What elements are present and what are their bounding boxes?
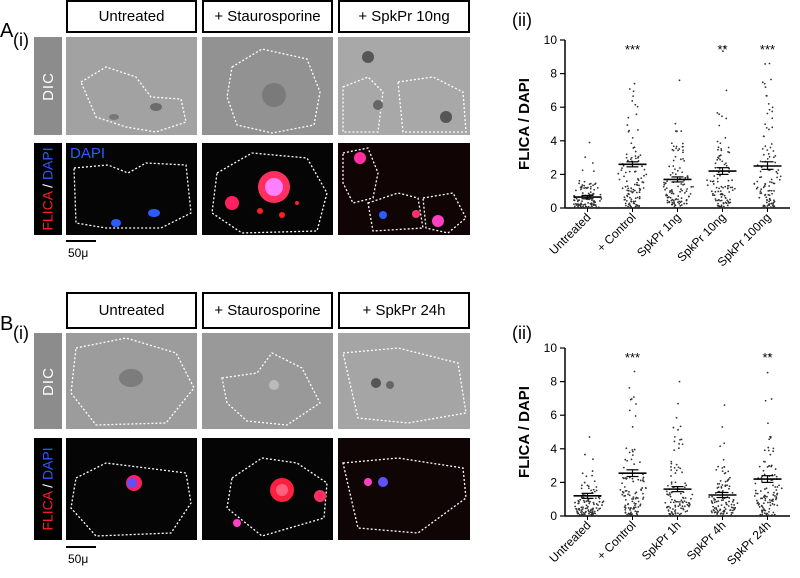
panel-a-condition-3: + SpkPr 10ng (338, 0, 470, 33)
chart-a-ytick-label-5: 10 (544, 33, 558, 47)
panel-a-scale-label: 50μ (68, 246, 89, 260)
chart-b-xtick-label-4: SpkPr 24h (724, 518, 774, 568)
panel-b-flica-image-untreated (66, 438, 197, 540)
panel-a-letter: A (0, 20, 14, 42)
chart-b-points-0 (574, 436, 605, 517)
panel-a-flica-text: FLICA (40, 191, 57, 231)
chart-b-ytick-label-5: 10 (544, 341, 558, 355)
chart-a-points-3 (706, 45, 736, 209)
panel-a-flica-image-staurosporine (202, 143, 333, 235)
panel-a-condition-1: Untreated (66, 0, 197, 33)
panel-a-dic-image-untreated (66, 37, 197, 135)
chart-a-significance-3: ** (717, 42, 727, 57)
chart-a-xtick-label-1: + Control (594, 210, 639, 255)
chart-b-significance-1: *** (625, 350, 640, 365)
chart-a-ytick-label-3: 6 (550, 100, 557, 114)
chart-b-xtick-label-2: SpkPr 1h (639, 518, 684, 563)
panel-a-dic-image-spkpr (338, 37, 470, 135)
chart-b-ytick-label-3: 6 (550, 408, 557, 422)
panel-b-dic-image-staurosporine (202, 333, 333, 429)
chart-a-ytick-label-1: 2 (550, 167, 557, 181)
chart-b-ytick-label-2: 4 (550, 442, 557, 456)
chart-b-xtick-label-0: Untreated (546, 518, 593, 565)
chart-a-ylabel: FLICA / DAPI (516, 78, 533, 170)
panel-b-condition-1: Untreated (66, 292, 197, 329)
chart-a-ytick-label-2: 4 (550, 134, 557, 148)
panel-b-dic-side-label: DIC (34, 333, 62, 429)
panel-b-condition-3: + SpkPr 24h (338, 292, 470, 329)
panel-b-dic-image-spkpr (338, 333, 470, 429)
panel-a-images-label: (i) (13, 30, 29, 50)
chart-b-points-1 (619, 370, 647, 517)
chart-b-xtick-label-3: SpkPr 4h (684, 518, 729, 563)
chart-a-points-1 (617, 82, 648, 209)
chart-b-ytick-label-4: 8 (550, 375, 557, 389)
panel-b-dic-text: DIC (39, 366, 57, 396)
panel-a-scale-bar (66, 240, 96, 242)
chart-a-xtick-label-0: Untreated (546, 210, 593, 257)
panel-a-slash-text: / (40, 180, 57, 192)
chart-a-ytick-label-0: 0 (550, 201, 557, 215)
chart-a-significance-1: *** (625, 42, 640, 57)
panel-b-flica-text: FLICA (40, 491, 57, 531)
panel-b-scale-label: 50μ (68, 552, 89, 566)
panel-b-chart-label: (ii) (512, 323, 532, 343)
panel-a-dapi-text: DAPI (40, 147, 57, 181)
chart-a-points-4 (753, 62, 782, 209)
panel-a-flica-side-label: FLICA / DAPI (34, 143, 62, 235)
panel-a-dic-text: DIC (39, 71, 57, 101)
panel-b-flica-image-staurosporine (202, 438, 333, 540)
chart-b-ytick-label-1: 2 (550, 475, 557, 489)
panel-b-scale-bar (66, 546, 96, 548)
panel-b-dic-image-untreated (66, 333, 197, 429)
panel-a-condition-2: + Staurosporine (202, 0, 333, 33)
panel-a-dic-side-label: DIC (34, 37, 62, 135)
chart-a-significance-4: *** (760, 42, 775, 57)
chart-a-points-2 (662, 79, 694, 209)
panel-b-slash-text: / (40, 480, 57, 492)
chart-b-points-2 (664, 380, 694, 517)
panel-a-flica-image-spkpr (338, 143, 470, 235)
chart-a-ytick-label-4: 8 (550, 67, 557, 81)
panel-a-chart-label: (ii) (512, 10, 532, 30)
chart-b-ytick-label-0: 0 (550, 509, 557, 523)
panel-a-dic-image-staurosporine (202, 37, 333, 135)
chart-b-points-4 (753, 353, 783, 517)
panel-b-dapi-text: DAPI (40, 447, 57, 481)
panel-b-flica-side-label: FLICA / DAPI (34, 438, 62, 540)
panel-a-dapi-overlay-label: DAPI (70, 145, 106, 162)
chart-b-significance-4: ** (762, 350, 772, 365)
chart-b-xtick-label-1: + Control (594, 518, 639, 563)
panel-b-flica-image-spkpr (338, 438, 470, 540)
panel-b-images-label: (i) (13, 323, 29, 343)
chart-b-ylabel: FLICA / DAPI (516, 386, 533, 478)
panel-a-flica-image-untreated (66, 143, 197, 235)
chart-b-points-3 (708, 404, 739, 517)
panel-b-letter: B (0, 313, 14, 335)
panel-b-condition-2: + Staurosporine (202, 292, 333, 329)
